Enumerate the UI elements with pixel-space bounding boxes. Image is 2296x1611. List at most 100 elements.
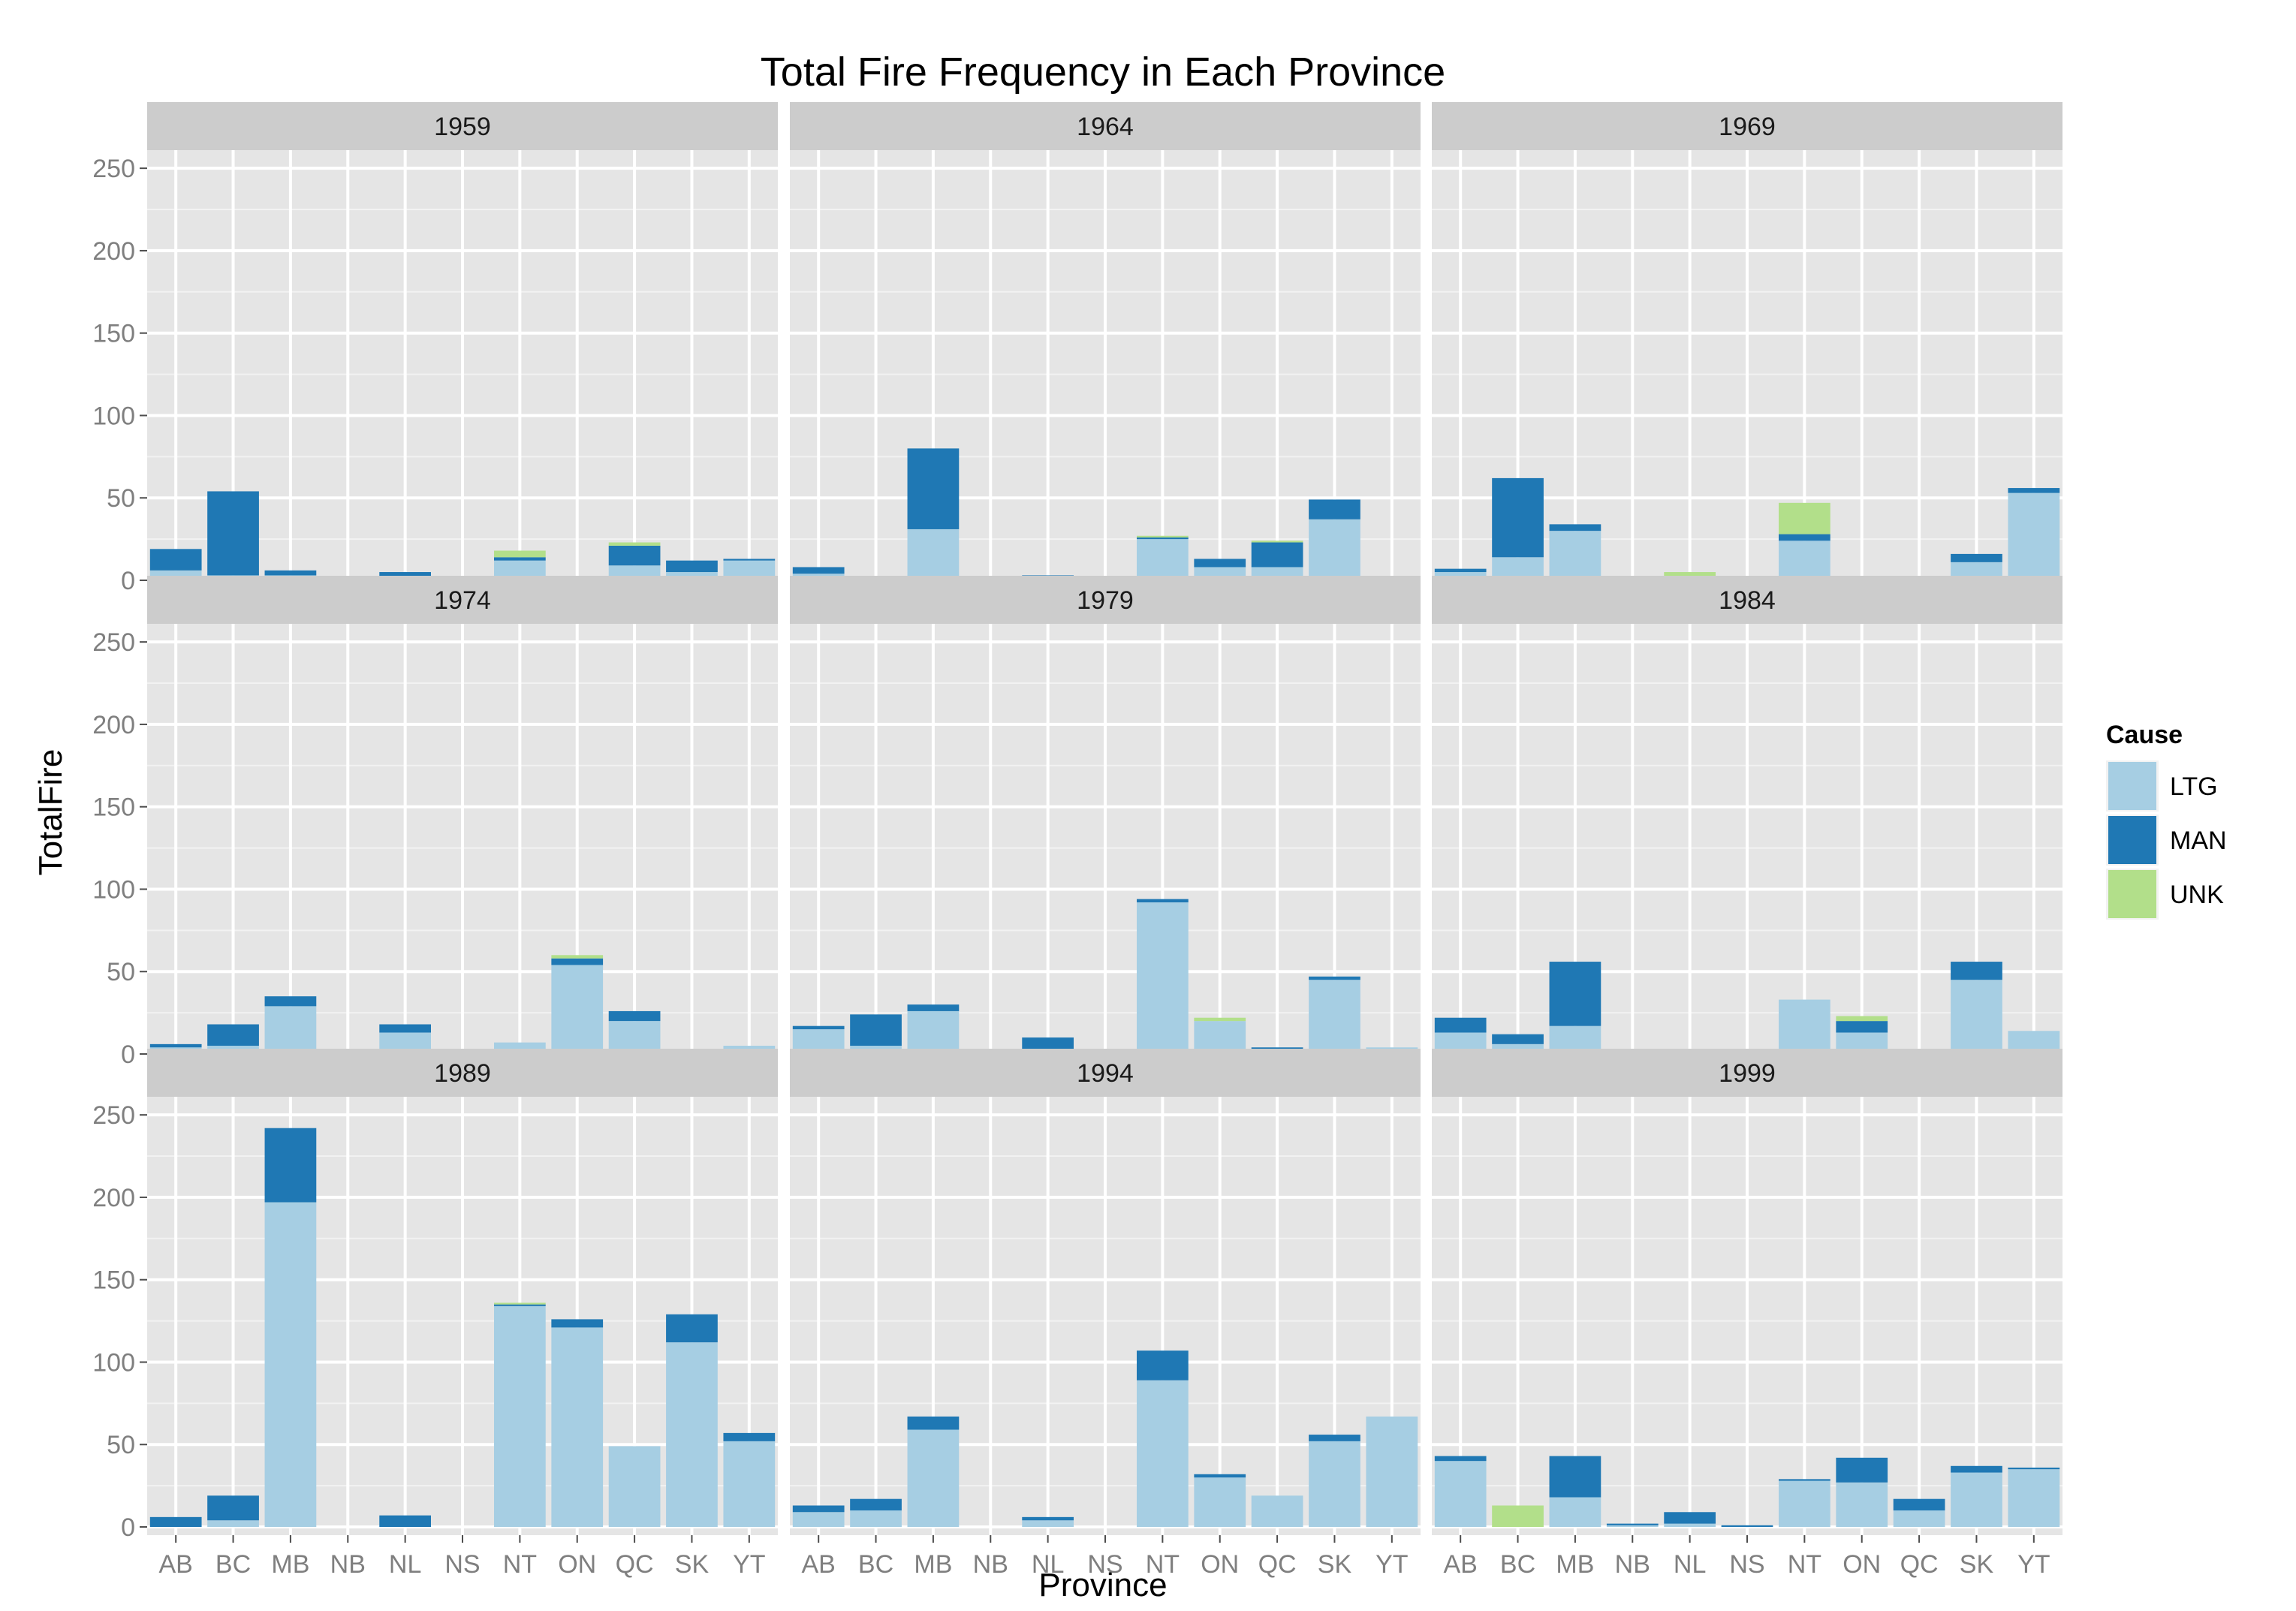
y-tick-label: 200 [92, 237, 135, 266]
legend-key-man [2108, 816, 2156, 864]
bar-man-sk [1951, 553, 2002, 562]
x-tick-label: ON [1843, 1550, 1881, 1579]
bar-ltg-mb [907, 1429, 960, 1528]
x-tick-label: SK [675, 1550, 710, 1579]
facet-strip-label: 1989 [434, 1059, 491, 1088]
bar-man-ab [149, 1043, 202, 1048]
legend-key-ltg [2108, 762, 2156, 810]
bar-man-mb [907, 448, 960, 529]
facet-panel: 1979 [790, 576, 1421, 1062]
bar-ltg-on [1836, 1482, 1888, 1528]
bar-ltg-nt [1779, 541, 1830, 581]
x-tick-label: QC [1900, 1550, 1939, 1579]
x-tick-label: MB [914, 1550, 952, 1579]
bar-man-nt [1137, 537, 1189, 540]
x-tick-label: BC [1500, 1550, 1535, 1579]
bar-ltg-mb [264, 1202, 317, 1528]
legend-label-unk: UNK [2170, 881, 2224, 909]
facet-strip [790, 102, 1421, 150]
bar-ltg-on [551, 1327, 604, 1528]
bar-man-ab [792, 1505, 845, 1513]
bar-man-mb [1549, 962, 1601, 1026]
bar-man-sk [1951, 1465, 2002, 1473]
bar-man-qc [1893, 1498, 1945, 1511]
bar-ltg-qc [608, 1021, 661, 1055]
bar-ltg-mb [1549, 531, 1601, 581]
bar-man-qc [608, 545, 661, 566]
facet-panel: 1994 AB BC MB NB NL NS NT ON QC SK YT [790, 1049, 1421, 1579]
facet-panel: 1984 [1432, 576, 2062, 1062]
bar-man-bc [1492, 477, 1544, 558]
x-tick-label: YT [2017, 1550, 2050, 1579]
bar-man-bc [207, 491, 259, 576]
y-tick-label: 100 [92, 402, 135, 430]
x-tick-label: NB [330, 1550, 366, 1579]
bar-man-nl [1022, 1516, 1074, 1521]
bar-man-bc [207, 1024, 259, 1046]
bar-man-nl [379, 1515, 431, 1528]
facet-strip-label: 1964 [1077, 113, 1134, 141]
x-tick-label: NS [1087, 1550, 1122, 1579]
bar-ltg-on [1194, 1477, 1246, 1528]
facet-strip-label: 1959 [434, 113, 491, 141]
bar-ltg-sk [666, 1342, 718, 1528]
y-tick-label: 0 [121, 1040, 135, 1069]
bar-man-bc [850, 1498, 902, 1511]
y-tick-label: 50 [107, 1431, 135, 1459]
bar-man-mb [1549, 1456, 1601, 1498]
bar-man-qc [1251, 542, 1303, 568]
bar-ltg-qc [608, 1446, 661, 1528]
facet-strip-label: 1999 [1719, 1059, 1776, 1088]
facet-strip [1432, 102, 2062, 150]
bar-ltg-on [551, 965, 604, 1055]
facet-strip [790, 1049, 1421, 1097]
facet-panel: 1999 AB BC MB NB NL NS NT ON QC SK YT [1432, 1049, 2062, 1579]
bar-unk-on [1194, 1017, 1246, 1022]
x-tick-label: QC [616, 1550, 654, 1579]
bar-man-sk [1309, 499, 1360, 519]
bar-man-on [551, 958, 604, 965]
bar-ltg-sk [1951, 980, 2002, 1055]
facet-strip [790, 576, 1421, 624]
facet-strip-label: 1984 [1719, 586, 1776, 615]
bar-man-nl [379, 1024, 431, 1033]
bar-man-sk [1309, 1435, 1360, 1441]
x-axis-label: Province [1038, 1567, 1167, 1603]
bar-man-nt [1779, 534, 1830, 541]
x-tick-label: AB [1444, 1550, 1478, 1579]
x-tick-label: NB [973, 1550, 1008, 1579]
bar-ltg-qc [1251, 1495, 1303, 1528]
bar-ltg-nl [1664, 1523, 1716, 1528]
bar-ltg-mb [1549, 1497, 1601, 1528]
x-tick-label: MB [1556, 1550, 1594, 1579]
x-tick-label: SK [1318, 1550, 1352, 1579]
bar-man-ab [792, 1025, 845, 1030]
x-tick-label: NB [1615, 1550, 1650, 1579]
x-tick-label: YT [733, 1550, 765, 1579]
x-tick-label: AB [159, 1550, 193, 1579]
bar-man-ab [1434, 568, 1487, 573]
bar-man-on [1836, 1457, 1888, 1483]
bar-man-nt [494, 1304, 546, 1306]
bar-unk-nt [1779, 502, 1830, 534]
bar-ltg-nt [1137, 1380, 1189, 1528]
bar-man-nt [494, 557, 546, 561]
bar-man-bc [207, 1495, 259, 1521]
bar-man-mb [907, 1004, 960, 1011]
y-tick-label: 50 [107, 958, 135, 986]
bar-man-yt [723, 1432, 776, 1441]
bar-ltg-ab [792, 1512, 845, 1528]
bar-man-nt [1779, 1479, 1830, 1481]
bar-ltg-nl [1022, 1520, 1074, 1528]
bar-ltg-qc [1893, 1510, 1945, 1528]
bar-ltg-sk [1309, 519, 1360, 581]
facet-panel: 1974 0 50 100 150 200 250 [92, 576, 778, 1069]
bar-unk-qc [1251, 541, 1303, 543]
bar-man-nt [1137, 899, 1189, 903]
x-tick-label: SK [1960, 1550, 1994, 1579]
bar-man-sk [1309, 976, 1360, 980]
y-tick-label: 100 [92, 1348, 135, 1377]
bar-unk-nt [494, 550, 546, 558]
bar-unk-qc [608, 542, 661, 546]
